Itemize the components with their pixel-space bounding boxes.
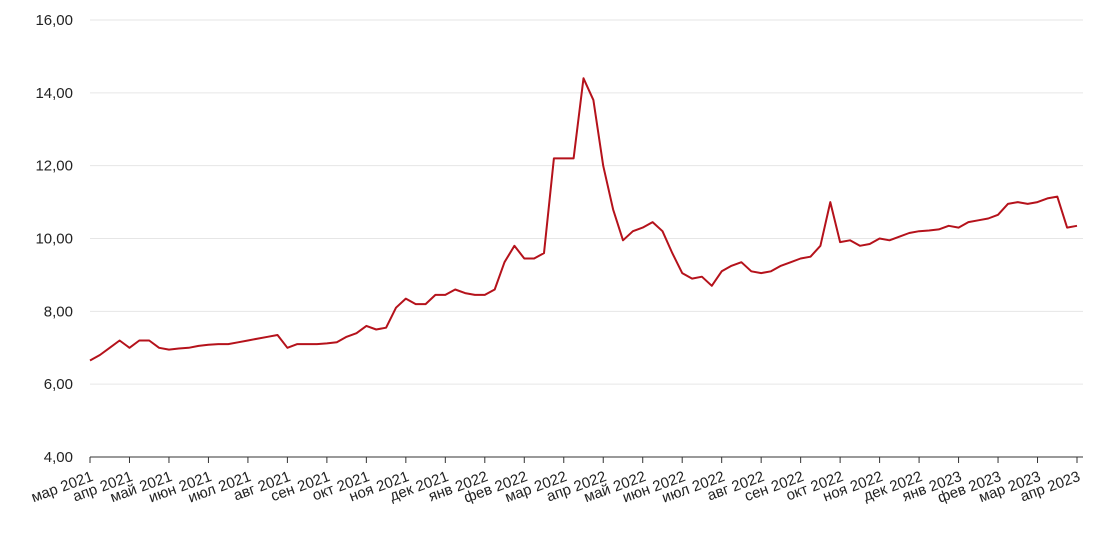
line-series xyxy=(89,77,1078,362)
y-tick-label: 8,00 xyxy=(44,303,73,320)
y-tick-label: 14,00 xyxy=(35,85,73,102)
y-tick-label: 16,00 xyxy=(35,12,73,29)
y-tick-label: 6,00 xyxy=(44,376,73,393)
y-tick-label: 4,00 xyxy=(44,449,73,466)
y-tick-label: 10,00 xyxy=(35,231,73,248)
y-tick-label: 12,00 xyxy=(35,158,73,175)
